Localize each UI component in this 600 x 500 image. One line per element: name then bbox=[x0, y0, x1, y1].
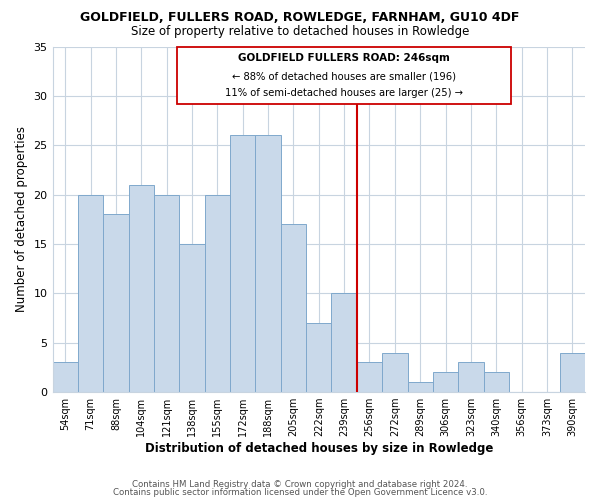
Bar bbox=[560, 352, 585, 392]
Text: GOLDFIELD FULLERS ROAD: 246sqm: GOLDFIELD FULLERS ROAD: 246sqm bbox=[238, 54, 450, 64]
Bar bbox=[154, 194, 179, 392]
Bar bbox=[331, 294, 357, 392]
FancyBboxPatch shape bbox=[177, 46, 511, 104]
Bar bbox=[179, 244, 205, 392]
Bar bbox=[256, 136, 281, 392]
Text: GOLDFIELD, FULLERS ROAD, ROWLEDGE, FARNHAM, GU10 4DF: GOLDFIELD, FULLERS ROAD, ROWLEDGE, FARNH… bbox=[80, 11, 520, 24]
Y-axis label: Number of detached properties: Number of detached properties bbox=[15, 126, 28, 312]
Bar bbox=[230, 136, 256, 392]
Bar bbox=[484, 372, 509, 392]
Text: ← 88% of detached houses are smaller (196): ← 88% of detached houses are smaller (19… bbox=[232, 71, 456, 81]
Text: 11% of semi-detached houses are larger (25) →: 11% of semi-detached houses are larger (… bbox=[225, 88, 463, 98]
Bar bbox=[357, 362, 382, 392]
Bar bbox=[433, 372, 458, 392]
Bar bbox=[458, 362, 484, 392]
Bar bbox=[306, 323, 331, 392]
Text: Contains HM Land Registry data © Crown copyright and database right 2024.: Contains HM Land Registry data © Crown c… bbox=[132, 480, 468, 489]
Bar bbox=[103, 214, 128, 392]
Bar bbox=[281, 224, 306, 392]
Bar bbox=[128, 184, 154, 392]
Bar bbox=[205, 194, 230, 392]
Bar bbox=[382, 352, 407, 392]
Bar bbox=[53, 362, 78, 392]
Bar bbox=[407, 382, 433, 392]
Text: Size of property relative to detached houses in Rowledge: Size of property relative to detached ho… bbox=[131, 25, 469, 38]
Text: Contains public sector information licensed under the Open Government Licence v3: Contains public sector information licen… bbox=[113, 488, 487, 497]
Bar bbox=[78, 194, 103, 392]
X-axis label: Distribution of detached houses by size in Rowledge: Distribution of detached houses by size … bbox=[145, 442, 493, 455]
